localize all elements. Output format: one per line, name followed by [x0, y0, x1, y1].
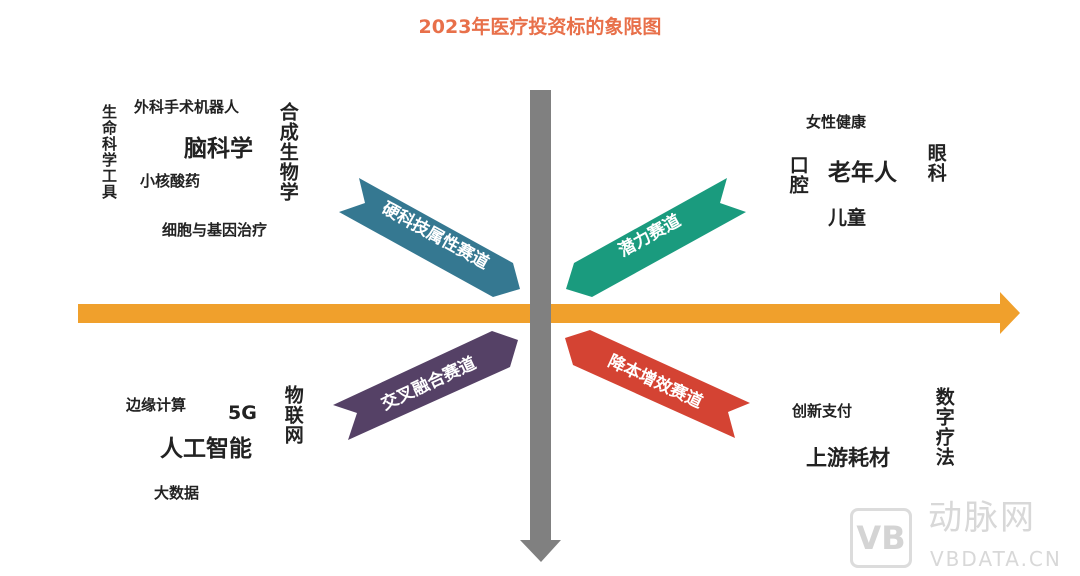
watermark-url: VBDATA.CN	[930, 547, 1062, 571]
watermark-brand: 动脉网	[928, 498, 1036, 538]
chart-title: 2023年医疗投资标的象限图	[418, 16, 662, 38]
label-iot: 物联网	[281, 385, 304, 445]
label-edge-computing: 边缘计算	[126, 396, 187, 414]
label-surgical-robot: 外科手术机器人	[134, 98, 240, 116]
label-5g: 5G	[228, 402, 257, 424]
ribbon-hard-tech	[339, 178, 520, 297]
label-life-science-tools: 生命科学工具	[100, 104, 118, 200]
label-ophthalmology: 眼科	[924, 143, 947, 183]
vertical-axis-arrow	[520, 90, 561, 562]
label-digital-therapy: 数字疗法	[932, 387, 955, 467]
label-womens-health: 女性健康	[806, 113, 867, 131]
label-brain-science: 脑科学	[184, 136, 253, 162]
label-small-nucleic-acid: 小核酸药	[140, 172, 201, 190]
watermark-logo: VB	[850, 508, 912, 568]
label-upstream-consumables: 上游耗材	[806, 446, 890, 470]
label-oral: 口腔	[786, 155, 809, 195]
label-children: 儿童	[828, 207, 867, 229]
ribbon-cross	[333, 331, 518, 440]
label-innovative-payment: 创新支付	[792, 402, 853, 420]
label-ai: 人工智能	[160, 436, 252, 462]
ribbon-potential	[566, 178, 746, 297]
watermark: VB 动脉网 VBDATA.CN	[850, 498, 1080, 576]
ribbon-cost	[565, 330, 750, 438]
label-big-data: 大数据	[154, 484, 200, 502]
label-cell-gene-therapy: 细胞与基因治疗	[162, 221, 268, 239]
label-elderly: 老年人	[828, 160, 897, 186]
label-synthetic-biology: 合成生物学	[276, 102, 299, 202]
